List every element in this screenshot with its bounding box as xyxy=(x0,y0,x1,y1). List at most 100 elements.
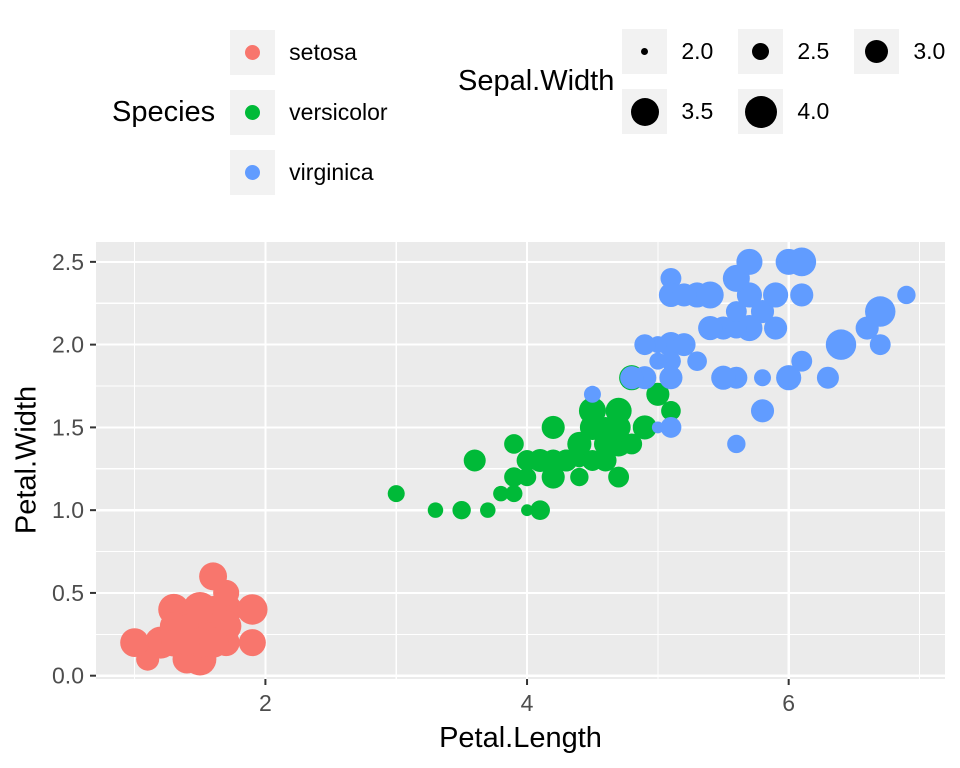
size-swatch xyxy=(630,97,659,126)
legend-key xyxy=(230,30,276,75)
data-points xyxy=(120,247,916,676)
data-point-virginica xyxy=(869,334,891,356)
y-axis-title: Petal.Width xyxy=(10,385,43,535)
legend-item-virginica: virginica xyxy=(230,150,387,195)
legend-item-size-2.0: 2.0 xyxy=(622,29,713,74)
data-point-setosa xyxy=(120,628,149,657)
data-point-versicolor xyxy=(504,434,524,454)
data-point-virginica xyxy=(776,365,802,391)
legend-species: Species setosa versicolor virginica xyxy=(112,30,388,195)
legend-size-items: 2.0 2.5 3.0 3.5 4.0 xyxy=(622,29,945,134)
legend-item-size-3.0: 3.0 xyxy=(854,29,945,74)
data-point-virginica xyxy=(865,296,896,327)
legend-item-label: 3.5 xyxy=(681,98,714,124)
legend-item-label: 2.5 xyxy=(797,38,830,64)
data-point-virginica xyxy=(634,334,656,356)
data-point-setosa xyxy=(238,629,266,657)
legend-item-size-4.0: 4.0 xyxy=(738,89,829,134)
legend-item-setosa: setosa xyxy=(230,30,387,75)
legend-item-label: 3.0 xyxy=(913,38,946,64)
legend-sepal-width: Sepal.Width 2.0 2.5 3.0 3.5 4.0 xyxy=(458,29,945,134)
data-point-versicolor xyxy=(530,500,550,520)
x-axis-tick-label: 6 xyxy=(782,690,795,716)
data-point-virginica xyxy=(659,366,683,390)
y-axis-tick-label: 1.0 xyxy=(52,497,84,523)
data-point-setosa xyxy=(237,594,268,625)
data-point-setosa xyxy=(199,562,228,591)
data-point-versicolor xyxy=(606,415,631,440)
x-axis-title: Petal.Length xyxy=(439,722,602,754)
legend-species-title: Species xyxy=(112,96,216,128)
data-point-versicolor xyxy=(661,401,681,421)
data-point-virginica xyxy=(727,434,746,454)
data-point-virginica xyxy=(620,366,644,390)
data-point-setosa xyxy=(186,595,214,623)
virginica-point-swatch xyxy=(245,165,261,180)
data-point-versicolor xyxy=(504,467,524,487)
data-point-versicolor xyxy=(594,449,617,472)
data-point-versicolor xyxy=(493,485,509,502)
data-point-virginica xyxy=(897,285,916,305)
legend-item-label: 2.0 xyxy=(681,38,714,64)
data-point-virginica xyxy=(763,282,789,308)
legend-item-size-2.5: 2.5 xyxy=(738,29,829,74)
legend-key xyxy=(738,89,784,134)
legend-item-versicolor: versicolor xyxy=(230,90,388,135)
data-point-virginica xyxy=(583,385,601,403)
data-point-versicolor xyxy=(555,449,578,472)
data-point-versicolor xyxy=(541,415,565,439)
legend-size-title: Sepal.Width xyxy=(458,65,615,97)
legend-item-label: setosa xyxy=(289,39,357,65)
data-point-versicolor xyxy=(621,433,643,455)
data-point-versicolor xyxy=(646,382,670,406)
data-point-versicolor xyxy=(636,418,654,436)
data-point-versicolor xyxy=(608,466,630,488)
data-point-virginica xyxy=(790,283,814,307)
data-point-versicolor xyxy=(578,397,606,425)
y-axis-tick-label: 2.5 xyxy=(52,249,84,275)
data-point-virginica xyxy=(736,248,763,275)
data-point-virginica xyxy=(651,421,664,434)
legend-key xyxy=(230,90,276,135)
data-point-virginica xyxy=(750,399,775,423)
y-axis-tick-label: 2.0 xyxy=(52,332,84,358)
data-point-versicolor xyxy=(452,500,471,520)
legend-item-size-3.5: 3.5 xyxy=(622,89,713,134)
legend-species-items: setosa versicolor virginica xyxy=(230,30,388,195)
data-point-virginica xyxy=(660,416,682,438)
data-point-virginica xyxy=(725,301,747,322)
axis-tick-labels: 2 4 6 0.0 0.5 1.0 1.5 2.0 2.5 xyxy=(52,249,795,716)
data-point-versicolor xyxy=(480,502,496,518)
data-point-versicolor xyxy=(593,432,618,456)
data-point-virginica xyxy=(754,369,772,387)
data-point-virginica xyxy=(791,350,813,372)
data-point-virginica xyxy=(816,366,839,389)
data-point-setosa xyxy=(173,629,200,656)
data-point-versicolor xyxy=(570,467,589,487)
data-point-virginica xyxy=(672,333,696,357)
size-swatch xyxy=(752,43,770,60)
data-point-virginica xyxy=(698,316,723,341)
size-swatch xyxy=(865,40,889,63)
versicolor-point-swatch xyxy=(245,105,261,120)
legend-key xyxy=(622,89,668,134)
legend-item-label: virginica xyxy=(289,159,374,185)
x-axis-tick-label: 4 xyxy=(521,690,534,716)
y-axis-tick-label: 0.5 xyxy=(52,580,84,606)
setosa-point-swatch xyxy=(245,45,261,60)
data-point-virginica xyxy=(711,365,736,390)
data-point-versicolor xyxy=(387,485,405,503)
data-point-versicolor xyxy=(567,432,591,456)
data-point-versicolor xyxy=(505,485,523,503)
legend-key xyxy=(622,29,668,74)
y-axis-tick-label: 1.5 xyxy=(52,414,84,440)
data-point-versicolor xyxy=(463,449,486,472)
data-point-virginica xyxy=(787,247,817,277)
data-point-versicolor xyxy=(521,504,533,517)
y-axis-tick-label: 0.0 xyxy=(52,663,84,689)
data-point-virginica xyxy=(649,352,667,370)
legend-key xyxy=(738,29,784,74)
legend-key xyxy=(230,150,276,195)
axis-ticks xyxy=(90,260,790,685)
